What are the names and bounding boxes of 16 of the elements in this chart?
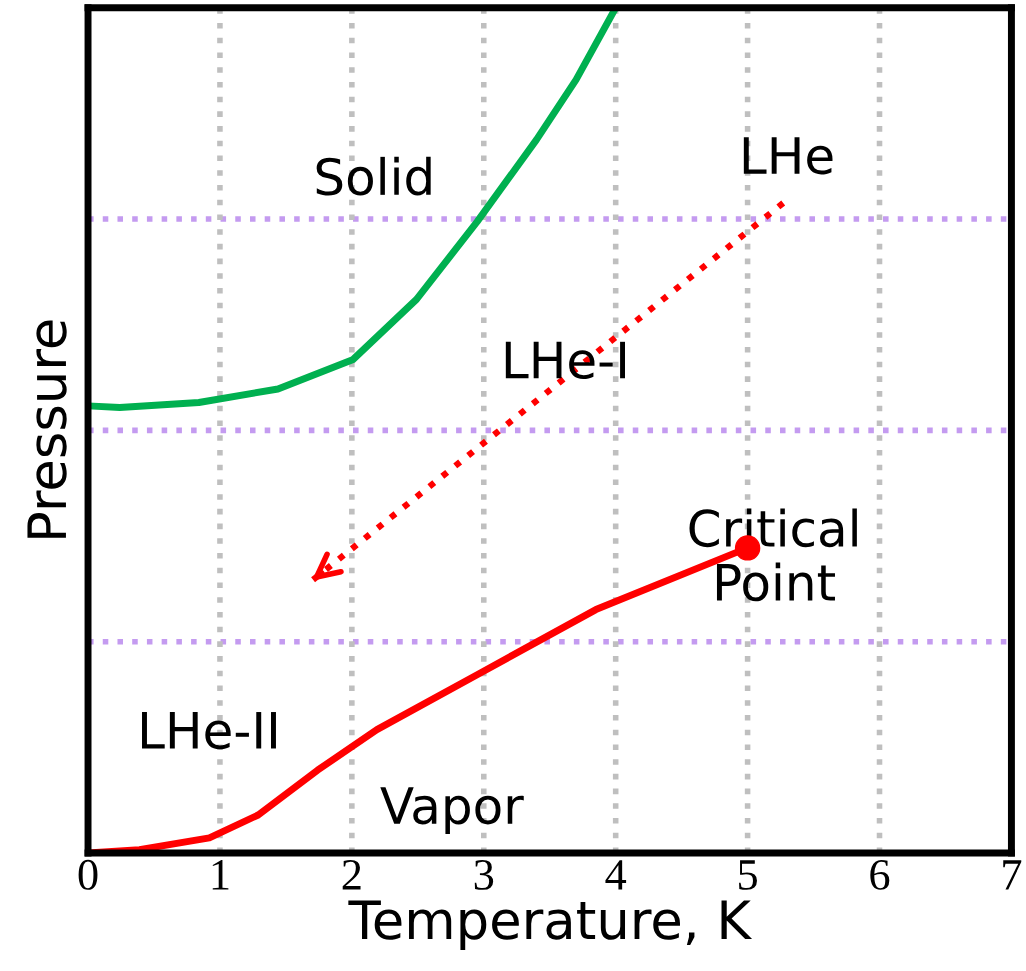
x-tick-label: 1 [212,860,229,890]
x-axis-title: Temperature, K [348,900,753,950]
x-tick-label: 7 [1003,860,1022,890]
annotation: LHe-II [142,712,276,750]
x-tick-label: 4 [605,860,627,890]
annotation: Vapor [380,787,524,835]
y-axis-title: Pressure [27,320,67,538]
x-tick-label: 6 [870,859,890,890]
annotation: LHe [743,137,833,175]
annotation: Critical Point [689,508,857,602]
x-tick-label: 2 [342,859,361,890]
annotation: LHe-I [505,341,626,379]
x-tick-label: 3 [474,859,494,890]
annotation: Solid [316,156,431,196]
x-tick-label: 5 [739,860,757,890]
x-tick-label: 0 [78,859,98,890]
